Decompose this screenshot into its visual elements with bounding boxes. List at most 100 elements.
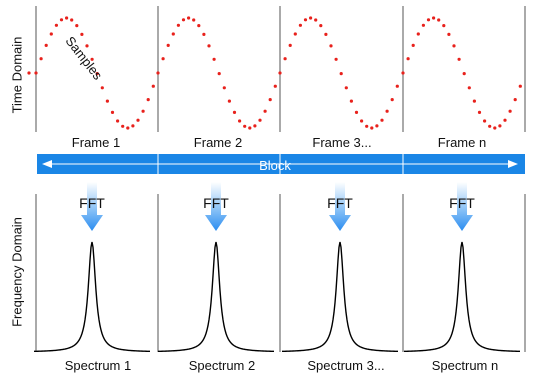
sample-dot: [166, 43, 170, 48]
sample-dot: [288, 43, 292, 48]
frequency-domain-axis-title: Frequency Domain: [9, 217, 25, 327]
sample-dot: [131, 124, 135, 128]
sample-dot: [344, 86, 348, 90]
sample-dot: [207, 44, 211, 48]
sample-dot: [442, 24, 446, 28]
sample-dot: [243, 124, 247, 128]
sample-dot: [156, 71, 160, 75]
sample-dot: [232, 110, 237, 114]
block-label: Block: [259, 158, 291, 173]
sample-dot: [253, 124, 257, 128]
sample-dot: [273, 84, 277, 88]
sample-dot: [44, 43, 48, 48]
sample-dot: [421, 23, 425, 27]
sample-dot: [395, 84, 399, 88]
sample-dot: [283, 57, 287, 61]
sample-dot: [176, 23, 180, 27]
sample-dot: [467, 86, 471, 90]
sample-dot: [349, 99, 353, 103]
sample-dot: [222, 86, 226, 90]
sample-dot: [141, 109, 145, 113]
sample-dot: [227, 99, 231, 103]
sample-dot: [187, 16, 191, 20]
fft-label-1: FFT: [79, 195, 105, 211]
sample-dot: [385, 109, 389, 113]
sample-dot: [370, 126, 374, 130]
sample-dot: [447, 32, 451, 37]
sample-dot: [90, 57, 94, 61]
sample-dot: [462, 72, 466, 76]
sample-dot: [365, 124, 369, 128]
sample-dot: [324, 32, 328, 37]
sample-dot: [278, 71, 282, 75]
spectrum-peak-curve: [33, 241, 151, 353]
spectrum-label-3: Spectrum 3...: [307, 358, 385, 373]
fft-down-arrow-icon: [451, 182, 473, 231]
sample-dot: [411, 43, 415, 48]
sample-dot: [202, 32, 206, 37]
fft-down-arrow-icon: [81, 182, 103, 231]
sample-dot: [339, 72, 343, 76]
sample-dot: [59, 18, 64, 22]
sample-dot: [437, 18, 441, 22]
sample-dot: [217, 72, 221, 76]
frame-label-3: Frame 3...: [312, 135, 372, 150]
sample-dot: [248, 126, 252, 130]
sample-dot: [483, 119, 487, 123]
block-arrow-right-head: [508, 160, 518, 168]
sample-dot: [375, 124, 379, 128]
spectrum-peak-curve: [281, 241, 399, 353]
sample-dot: [354, 110, 359, 114]
spectrum-label-1: Spectrum 1: [64, 358, 132, 373]
sample-dot: [314, 18, 318, 22]
sample-dot: [212, 57, 216, 61]
spectrum-peak-curve: [403, 241, 521, 353]
sample-dot: [268, 98, 272, 102]
time-domain-axis-title: Time Domain: [9, 36, 25, 114]
sample-dot: [380, 118, 384, 122]
sample-dot: [360, 119, 364, 123]
sample-dot: [303, 18, 308, 22]
sample-dot: [27, 71, 31, 75]
sample-dot: [416, 32, 420, 36]
sample-dot: [105, 99, 109, 103]
sample-dot: [513, 98, 517, 102]
sample-dot: [309, 16, 313, 20]
fft-label-3: FFT: [327, 195, 353, 211]
sample-dot: [298, 23, 302, 27]
sample-dot: [85, 44, 89, 48]
fft-label-n: FFT: [449, 195, 475, 211]
sample-dot: [110, 110, 115, 114]
fft-down-arrow-icon: [329, 182, 351, 231]
sample-dot: [508, 109, 512, 113]
frame-label-n: Frame n: [437, 135, 487, 150]
sample-dot: [39, 57, 43, 61]
sample-dot: [54, 23, 59, 27]
sample-dot: [49, 32, 53, 36]
sample-dot: [65, 16, 69, 20]
fft-label-2: FFT: [203, 195, 229, 211]
sample-dot: [472, 99, 476, 103]
sample-dot: [263, 109, 267, 113]
frame-label-1: Frame 1: [71, 135, 121, 150]
sample-dot: [95, 72, 99, 76]
sample-dot: [488, 124, 492, 128]
frame-label-2: Frame 2: [193, 135, 243, 150]
sample-dot: [498, 124, 502, 128]
sample-dot: [258, 118, 262, 122]
spectrum-label-2: Spectrum 2: [188, 358, 256, 373]
sample-dot: [80, 32, 84, 37]
sample-dot: [197, 24, 201, 28]
sample-dot: [192, 18, 196, 22]
sample-dot: [34, 71, 38, 75]
sample-dot: [238, 119, 242, 123]
sample-dot: [432, 16, 436, 20]
sample-dot: [518, 84, 522, 88]
sample-dot: [329, 44, 333, 48]
sample-dot: [457, 57, 461, 61]
sample-dot: [319, 24, 323, 28]
sample-dot: [171, 32, 175, 36]
sample-dot: [161, 57, 165, 61]
